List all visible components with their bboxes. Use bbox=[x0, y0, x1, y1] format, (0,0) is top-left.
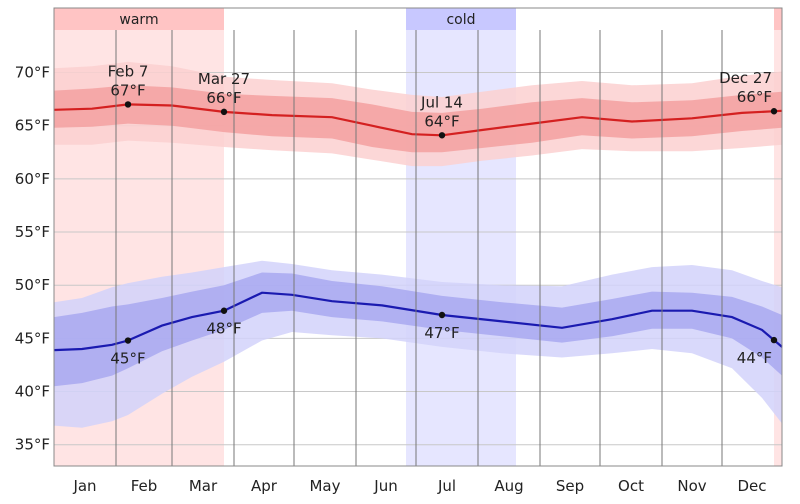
month-label: May bbox=[309, 477, 340, 495]
annotation-value: 66°F bbox=[737, 88, 772, 106]
month-label: Aug bbox=[494, 477, 523, 495]
y-tick-label: 35°F bbox=[15, 436, 50, 454]
month-label: Jan bbox=[72, 477, 96, 495]
low-inner-band bbox=[54, 272, 782, 387]
annotation-value: 67°F bbox=[110, 81, 145, 99]
month-label: Mar bbox=[189, 477, 218, 495]
y-tick-label: 55°F bbox=[15, 223, 50, 241]
annotation-value: 66°F bbox=[206, 89, 241, 107]
annotation-dot bbox=[220, 307, 228, 314]
y-tick-label: 50°F bbox=[15, 276, 50, 294]
annotation-dot bbox=[438, 311, 446, 319]
high-temperature-line bbox=[53, 103, 783, 137]
month-label: Sep bbox=[556, 477, 584, 495]
annotation-date: Mar 27 bbox=[198, 70, 250, 88]
month-label: Apr bbox=[251, 477, 278, 495]
annotation-date: Jul 14 bbox=[420, 93, 463, 111]
month-label: Dec bbox=[737, 477, 766, 495]
annotation-dot bbox=[770, 336, 778, 344]
plot-frame bbox=[53, 7, 783, 467]
y-tick-label: 70°F bbox=[15, 64, 50, 82]
annotation-dot bbox=[438, 132, 446, 139]
y-tick-label: 40°F bbox=[15, 383, 50, 401]
annotation-value: 45°F bbox=[110, 350, 145, 368]
annotation-dot bbox=[770, 108, 778, 115]
annotation-value: 47°F bbox=[424, 324, 459, 342]
annotation-value: 44°F bbox=[737, 349, 772, 367]
y-tick-label: 45°F bbox=[15, 329, 50, 347]
season-label: warm bbox=[119, 12, 158, 28]
low-temperature-line bbox=[53, 291, 783, 352]
season-label: cold bbox=[446, 12, 475, 28]
month-label: Oct bbox=[618, 477, 644, 495]
month-label: Nov bbox=[677, 477, 706, 495]
annotation-dot bbox=[124, 337, 132, 344]
annotation-date: Feb 7 bbox=[108, 62, 149, 80]
month-label: Feb bbox=[131, 477, 158, 495]
month-label: Jun bbox=[373, 477, 397, 495]
y-tick-label: 65°F bbox=[15, 117, 50, 135]
month-label: Jul bbox=[437, 477, 456, 495]
annotation-date: Dec 27 bbox=[719, 69, 772, 87]
annotation-value: 48°F bbox=[206, 320, 241, 338]
season-shade bbox=[774, 30, 782, 466]
annotation-value: 64°F bbox=[424, 112, 459, 130]
annotation-dot bbox=[220, 108, 228, 116]
annotation-dot bbox=[124, 101, 132, 108]
season-strip bbox=[406, 8, 516, 30]
season-strip bbox=[774, 8, 782, 30]
season-strip bbox=[54, 8, 224, 30]
y-tick-label: 60°F bbox=[15, 170, 50, 188]
